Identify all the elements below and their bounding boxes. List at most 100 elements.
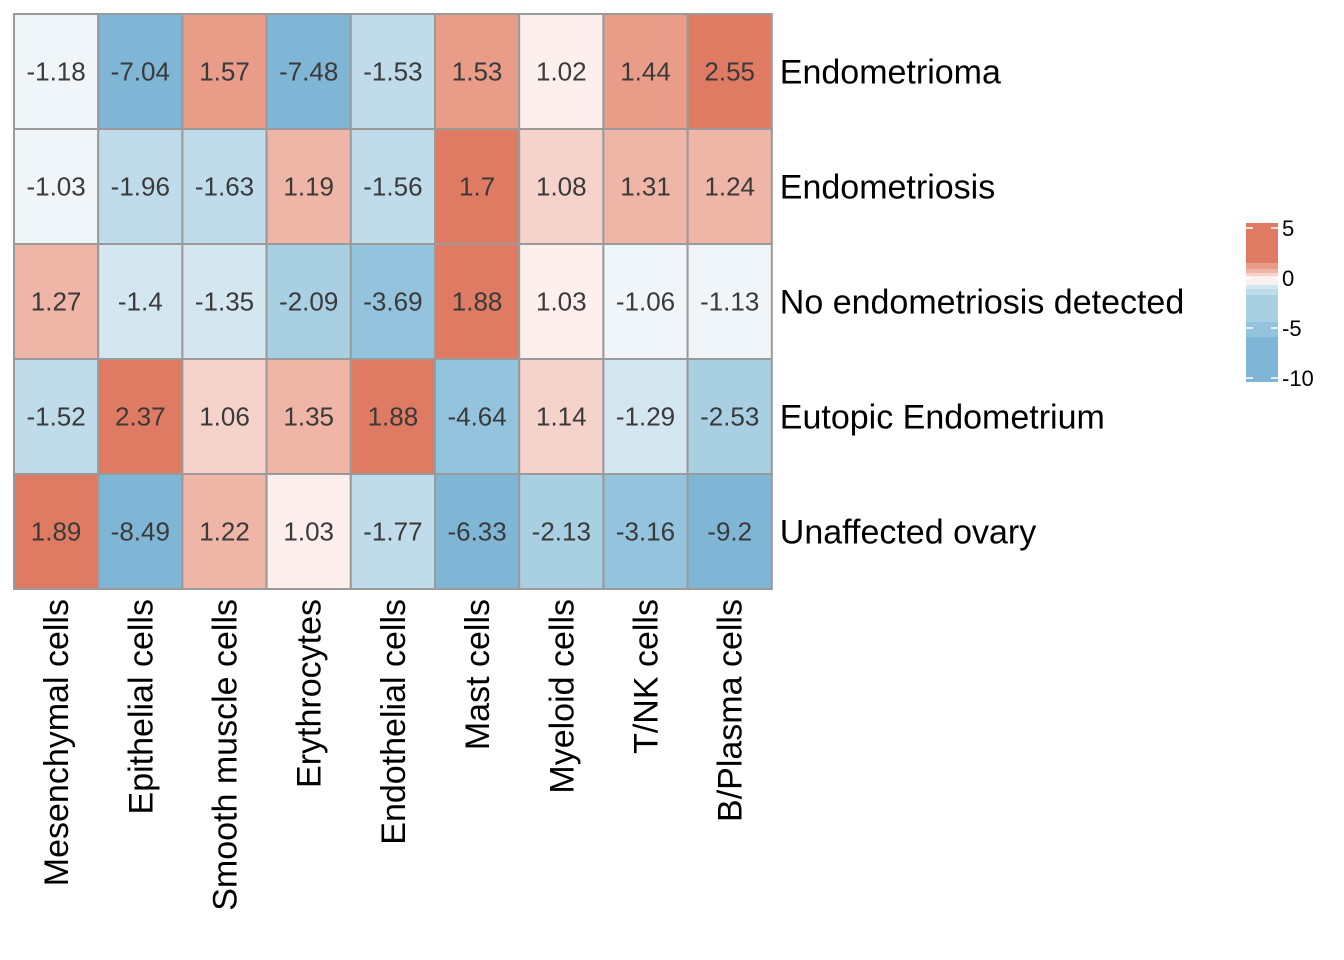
cell-value-label: -1.06 [616,287,675,317]
legend-color-band [1246,289,1278,295]
column-label: Erythrocytes [291,599,329,788]
cell-value-label: 1.31 [620,172,671,202]
cell-value-label: 1.19 [283,172,334,202]
heatmap-cell [434,13,521,130]
color-legend: 5 0 -5 -10 [1246,216,1314,391]
cell-value-label: 1.02 [536,57,587,87]
cell-value-label: -1.35 [195,287,254,317]
cell-value-label: 1.35 [283,402,334,432]
heatmap-cell [13,13,100,130]
legend-color-band [1246,295,1278,322]
cell-value-label: -1.53 [363,57,422,87]
cell-value-label: -1.52 [26,402,85,432]
cell-value-label: 2.55 [704,57,755,87]
heatmap-cell [602,128,689,245]
row-label: Endometrioma [780,54,1001,92]
column-label: Endothelial cells [375,599,413,845]
legend-color-band [1246,269,1278,273]
legend-color-band [1246,276,1278,282]
cell-value-label: 1.53 [452,57,503,87]
cell-value-label: 1.24 [704,172,755,202]
cell-value-label: -3.69 [363,287,422,317]
legend-tick-label: 0 [1282,266,1294,291]
heatmap-cell [265,358,352,475]
legend-color-band [1246,285,1278,289]
heatmap-cell [97,243,184,360]
heatmap-cell [686,128,773,245]
cell-value-label: -2.13 [532,517,591,547]
column-label: Smooth muscle cells [207,599,245,911]
cell-value-label: -1.03 [26,172,85,202]
heatmap-cell [97,358,184,475]
cell-value-label: -7.48 [279,57,338,87]
heatmap-cell [349,128,436,245]
cell-value-label: -2.53 [700,402,759,432]
heatmap-cell [13,128,100,245]
cell-value-label: -9.2 [707,517,752,547]
heatmap-cell [181,243,268,360]
cell-value-label: 1.14 [536,402,587,432]
cell-value-label: -7.04 [111,57,170,87]
heatmap-cell [349,473,436,590]
cell-value-label: 1.22 [199,517,250,547]
legend-tick-label: -5 [1282,316,1302,341]
cell-value-label: -1.29 [616,402,675,432]
column-label: T/NK cells [628,599,666,754]
cell-value-label: -2.09 [279,287,338,317]
cell-value-label: 1.06 [199,402,250,432]
cell-value-label: -1.18 [26,57,85,87]
cell-value-label: -1.96 [111,172,170,202]
column-label: Epithelial cells [122,599,160,814]
heatmap-cell [13,473,100,590]
cell-value-label: -3.16 [616,517,675,547]
heatmap-cell [13,243,100,360]
heatmap-cell [602,13,689,130]
row-label: Unaffected ovary [780,514,1036,552]
heatmap-cell [181,13,268,130]
legend-color-band [1246,263,1278,269]
legend-color-band [1246,322,1278,337]
legend-tick-label: -10 [1282,366,1314,391]
heatmap-cell [349,243,436,360]
cell-value-label: -1.56 [363,172,422,202]
heatmap-cell [13,358,100,475]
cell-value-label: 1.88 [368,402,419,432]
column-labels: Mesenchymal cells Epithelial cells Smooth … [38,599,750,911]
row-label: Eutopic Endometrium [780,399,1105,437]
column-label: Mesenchymal cells [38,599,76,886]
cell-value-label: 1.03 [536,287,587,317]
heatmap-cells: -1.18 -7.04 1.57 -7.48 -1.53 1.53 1.02 1.44 2.55… [13,13,773,590]
cell-value-label: 1.7 [459,172,495,202]
cell-value-label: 2.37 [115,402,166,432]
row-label: No endometriosis detected [780,284,1184,322]
column-label: Myeloid cells [543,599,581,794]
cell-value-label: 1.44 [620,57,671,87]
cell-value-label: -1.13 [700,287,759,317]
heatmap-cell [181,473,268,590]
legend-color-band [1246,337,1278,382]
heatmap-cell [518,128,605,245]
legend-tick-label: 5 [1282,216,1294,241]
cell-value-label: 1.88 [452,287,503,317]
heatmap-cell [686,358,773,475]
heatmap-cell [97,13,184,130]
cell-value-label: 1.03 [283,517,334,547]
column-label: Mast cells [459,599,497,750]
row-labels: Endometrioma Endometriosis No endometriosi… [780,54,1184,552]
cell-value-label: -6.33 [447,517,506,547]
legend-color-band [1246,273,1278,276]
cell-value-label: -1.4 [118,287,163,317]
cell-value-label: 1.89 [31,517,82,547]
cell-value-label: -8.49 [111,517,170,547]
legend-color-band [1246,282,1278,285]
heatmap-cell [434,473,521,590]
heatmap-cell [686,473,773,590]
column-label: B/Plasma cells [712,599,750,822]
cell-value-label: 1.57 [199,57,250,87]
cell-value-label: 1.08 [536,172,587,202]
cell-value-label: -4.64 [447,402,506,432]
cell-value-label: 1.27 [31,287,82,317]
row-label: Endometriosis [780,169,995,207]
heatmap-cell [265,473,352,590]
